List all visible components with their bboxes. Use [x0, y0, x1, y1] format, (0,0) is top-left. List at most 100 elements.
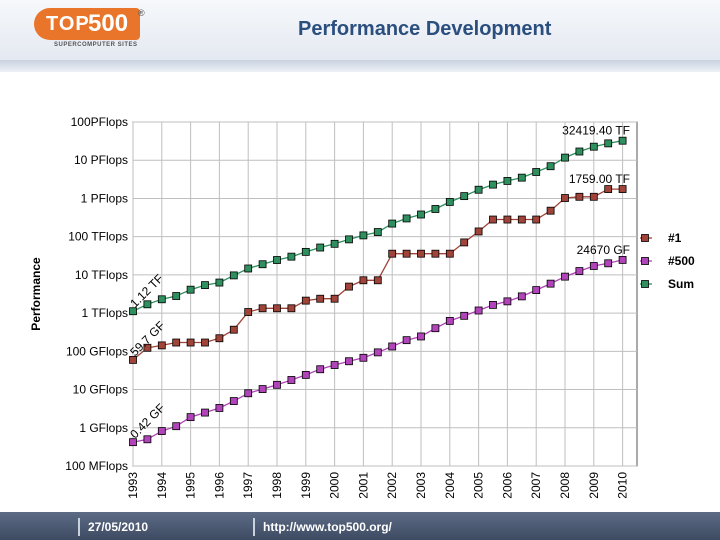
data-point-#1 [172, 338, 181, 347]
data-point-#500 [373, 348, 382, 357]
data-point-#500 [402, 336, 411, 345]
data-point-#1 [474, 227, 483, 236]
data-point-#1 [359, 276, 368, 285]
y-tick-label: 100 GFlops [66, 344, 128, 358]
data-point-Sum [402, 214, 411, 223]
data-point-#500 [301, 370, 310, 379]
data-point-Sum [388, 219, 397, 228]
x-tick-label: 1997 [241, 472, 255, 499]
y-tick-label: 10 GFlops [73, 383, 128, 397]
x-tick-label: 2001 [356, 472, 370, 499]
data-point-Sum [287, 252, 296, 261]
data-point-Sum [258, 260, 267, 269]
footer-separator [253, 518, 255, 536]
data-point-Sum [143, 300, 152, 309]
data-point-#1 [575, 192, 584, 201]
data-point-#500 [489, 300, 497, 309]
data-point-#500 [215, 404, 224, 412]
legend-label: #500 [668, 254, 695, 268]
data-point-#1 [129, 355, 137, 364]
data-point-Sum [589, 142, 598, 151]
footer-separator [78, 518, 80, 536]
data-point-#500 [129, 438, 137, 447]
data-point-Sum [445, 198, 454, 206]
data-point-#1 [244, 308, 253, 316]
data-point-#1 [532, 215, 541, 224]
data-point-Sum [474, 185, 483, 194]
data-point-Sum [215, 278, 224, 287]
legend: #1 #500 Sum [640, 231, 695, 291]
data-point-Sum [517, 173, 526, 182]
data-point-#500 [157, 427, 166, 435]
data-point-#1 [489, 215, 497, 224]
data-point-#500 [273, 380, 281, 389]
axes: 100 MFlops 1 GFlops 10 GFlops 100 GFlops 1 T… [29, 115, 630, 499]
data-point-#1 [589, 192, 598, 201]
y-tick-label: 1 GFlops [79, 421, 128, 435]
logo-registered-mark: ® [138, 8, 145, 18]
data-point-Sum [273, 256, 281, 264]
data-point-Sum [503, 177, 512, 185]
data-point-Sum [129, 307, 137, 316]
data-point-#500 [229, 397, 238, 405]
data-point-#1 [287, 304, 296, 313]
data-point-#1 [402, 249, 411, 258]
data-point-#1 [417, 249, 425, 258]
logo-500-text: 500 [88, 10, 129, 37]
data-point-#500 [431, 324, 440, 333]
data-point-Sum [359, 231, 368, 240]
data-point-Sum [229, 271, 238, 280]
data-point-#500 [172, 422, 181, 431]
data-point-Sum [417, 210, 425, 219]
performance-chart: 100 MFlops 1 GFlops 10 GFlops 100 GFlops 1 T… [29, 115, 695, 499]
y-tick-label: 10 PFlops [74, 153, 128, 167]
data-point-#500 [316, 365, 325, 374]
data-point-Sum [575, 147, 584, 156]
data-point-#1 [345, 282, 353, 291]
legend-swatch-Sum [641, 280, 649, 288]
data-point-Sum [244, 264, 253, 273]
data-point-#1 [157, 341, 166, 350]
logo-top-text: TOP [46, 13, 90, 35]
data-point-#1 [618, 185, 627, 193]
footer-date: 27/05/2010 [88, 520, 149, 534]
data-point-#1 [258, 304, 267, 313]
data-point-#500 [201, 408, 209, 417]
data-point-#1 [604, 185, 613, 193]
data-point-Sum [172, 292, 181, 300]
legend-swatch-#1 [641, 234, 649, 242]
data-point-#1 [186, 338, 195, 347]
data-point-#500 [345, 357, 353, 366]
legend-label: #1 [668, 231, 682, 245]
data-point-#500 [474, 306, 483, 315]
legend-label: Sum [668, 277, 694, 291]
data-point-#500 [143, 435, 152, 444]
data-point-Sum [546, 162, 555, 171]
data-point-#1 [215, 334, 224, 343]
end-value-label: 24670 GF [577, 243, 630, 257]
footer-url[interactable]: http://www.top500.org/ [263, 520, 392, 534]
y-tick-label: 1 TFlops [82, 306, 128, 320]
data-point-#500 [287, 376, 296, 384]
data-point-#1 [273, 304, 281, 313]
data-point-#1 [460, 238, 469, 247]
end-value-label: 32419.40 TF [562, 124, 630, 138]
data-point-#1 [546, 206, 555, 215]
data-point-#500 [359, 353, 368, 362]
data-point-Sum [489, 180, 497, 189]
x-tick-label: 1996 [212, 472, 226, 499]
x-tick-label: 2006 [500, 472, 514, 499]
data-point-#1 [503, 215, 512, 224]
header-band [0, 60, 720, 72]
data-point-#1 [445, 249, 454, 258]
data-point-#500 [589, 262, 598, 270]
y-tick-label: 1 PFlops [81, 191, 128, 205]
data-point-#1 [316, 294, 325, 303]
data-point-#500 [330, 361, 339, 369]
x-tick-label: 1993 [126, 472, 140, 499]
data-point-#1 [431, 249, 440, 258]
data-point-#1 [143, 343, 152, 352]
data-point-#1 [229, 325, 238, 334]
x-tick-label: 2004 [443, 472, 457, 499]
x-tick-label: 1994 [155, 472, 169, 499]
